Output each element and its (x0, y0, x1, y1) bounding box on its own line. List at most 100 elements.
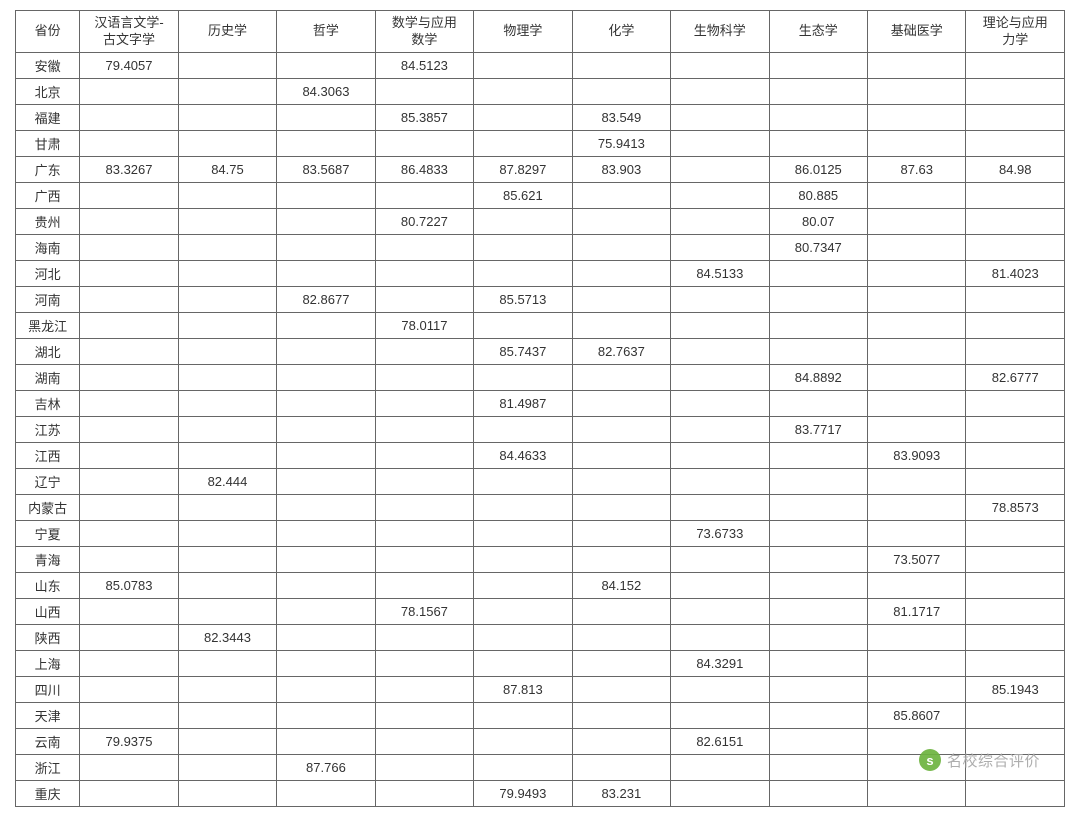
value-cell: 82.7637 (572, 339, 670, 365)
table-row: 上海84.3291 (16, 651, 1065, 677)
value-cell (277, 495, 375, 521)
value-cell: 78.1567 (375, 599, 473, 625)
value-cell: 81.1717 (868, 599, 966, 625)
value-cell (966, 131, 1065, 157)
province-cell: 黑龙江 (16, 313, 80, 339)
value-cell (375, 755, 473, 781)
column-header: 数学与应用数学 (375, 11, 473, 53)
column-header: 物理学 (474, 11, 572, 53)
value-cell (769, 573, 867, 599)
value-cell: 75.9413 (572, 131, 670, 157)
value-cell: 85.8607 (868, 703, 966, 729)
value-cell (375, 521, 473, 547)
value-cell (178, 313, 276, 339)
value-cell (80, 287, 178, 313)
value-cell (966, 313, 1065, 339)
value-cell (671, 365, 769, 391)
province-cell: 贵州 (16, 209, 80, 235)
value-cell (375, 573, 473, 599)
table-row: 天津85.8607 (16, 703, 1065, 729)
table-row: 河北84.513381.4023 (16, 261, 1065, 287)
value-cell: 85.621 (474, 183, 572, 209)
value-cell: 87.766 (277, 755, 375, 781)
value-cell (80, 677, 178, 703)
value-cell (966, 391, 1065, 417)
value-cell (769, 495, 867, 521)
value-cell (178, 339, 276, 365)
value-cell (868, 53, 966, 79)
province-cell: 江苏 (16, 417, 80, 443)
province-cell: 辽宁 (16, 469, 80, 495)
table-row: 宁夏73.6733 (16, 521, 1065, 547)
value-cell (80, 235, 178, 261)
value-cell (671, 339, 769, 365)
value-cell (572, 53, 670, 79)
scores-table: 省份汉语言文学-古文字学历史学哲学数学与应用数学物理学化学生物科学生态学基础医学… (15, 10, 1065, 807)
value-cell (868, 651, 966, 677)
value-cell (572, 495, 670, 521)
value-cell (375, 443, 473, 469)
value-cell (474, 495, 572, 521)
value-cell (375, 183, 473, 209)
value-cell (178, 53, 276, 79)
value-cell (966, 469, 1065, 495)
value-cell (671, 599, 769, 625)
value-cell (178, 183, 276, 209)
value-cell (277, 781, 375, 807)
value-cell (572, 365, 670, 391)
table-row: 山东85.078384.152 (16, 573, 1065, 599)
value-cell (868, 209, 966, 235)
value-cell (178, 79, 276, 105)
value-cell (178, 235, 276, 261)
value-cell (966, 521, 1065, 547)
value-cell (474, 729, 572, 755)
value-cell (671, 131, 769, 157)
value-cell (572, 547, 670, 573)
value-cell (671, 703, 769, 729)
table-row: 海南80.7347 (16, 235, 1065, 261)
value-cell (868, 677, 966, 703)
value-cell (572, 443, 670, 469)
table-row: 内蒙古78.8573 (16, 495, 1065, 521)
column-header: 省份 (16, 11, 80, 53)
value-cell (966, 79, 1065, 105)
value-cell (868, 469, 966, 495)
value-cell (277, 599, 375, 625)
value-cell (474, 365, 572, 391)
value-cell (277, 365, 375, 391)
table-row: 河南82.867785.5713 (16, 287, 1065, 313)
value-cell: 79.9493 (474, 781, 572, 807)
value-cell: 83.7717 (769, 417, 867, 443)
province-cell: 浙江 (16, 755, 80, 781)
value-cell: 85.3857 (375, 105, 473, 131)
value-cell: 83.3267 (80, 157, 178, 183)
value-cell (572, 703, 670, 729)
value-cell (671, 573, 769, 599)
value-cell: 84.5133 (671, 261, 769, 287)
province-cell: 重庆 (16, 781, 80, 807)
value-cell (966, 651, 1065, 677)
table-row: 湖南84.889282.6777 (16, 365, 1065, 391)
value-cell (868, 625, 966, 651)
value-cell (572, 391, 670, 417)
value-cell (474, 547, 572, 573)
table-row: 广东83.326784.7583.568786.483387.829783.90… (16, 157, 1065, 183)
value-cell (277, 105, 375, 131)
value-cell (671, 79, 769, 105)
value-cell (769, 443, 867, 469)
value-cell: 86.0125 (769, 157, 867, 183)
value-cell (769, 729, 867, 755)
value-cell (474, 209, 572, 235)
value-cell (474, 755, 572, 781)
value-cell (671, 443, 769, 469)
province-cell: 四川 (16, 677, 80, 703)
province-cell: 陕西 (16, 625, 80, 651)
value-cell (277, 261, 375, 287)
value-cell (80, 313, 178, 339)
value-cell (572, 651, 670, 677)
value-cell (572, 469, 670, 495)
value-cell (375, 625, 473, 651)
value-cell: 80.07 (769, 209, 867, 235)
table-row: 黑龙江78.0117 (16, 313, 1065, 339)
value-cell (277, 313, 375, 339)
